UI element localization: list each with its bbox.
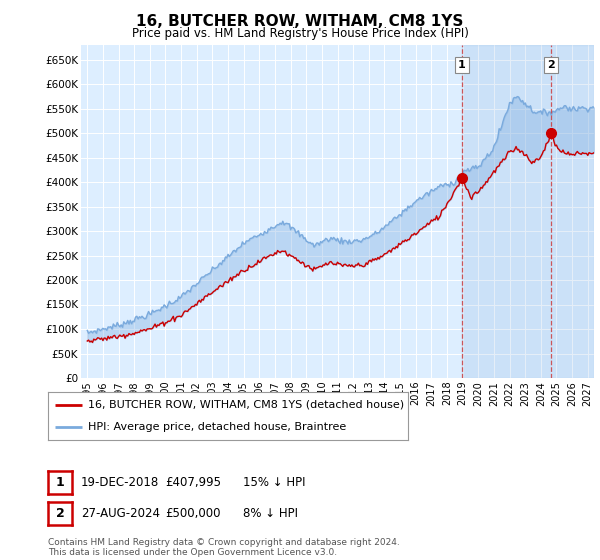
Text: 15% ↓ HPI: 15% ↓ HPI	[243, 476, 305, 489]
Text: £500,000: £500,000	[165, 507, 221, 520]
Bar	[462, 45, 594, 378]
Text: 27-AUG-2024: 27-AUG-2024	[81, 507, 160, 520]
Text: 1: 1	[458, 60, 466, 70]
Text: 19-DEC-2018: 19-DEC-2018	[81, 476, 159, 489]
Text: 1: 1	[56, 476, 64, 489]
Text: £407,995: £407,995	[165, 476, 221, 489]
Text: 8% ↓ HPI: 8% ↓ HPI	[243, 507, 298, 520]
Text: Price paid vs. HM Land Registry's House Price Index (HPI): Price paid vs. HM Land Registry's House …	[131, 27, 469, 40]
Text: 2: 2	[56, 507, 64, 520]
Text: Contains HM Land Registry data © Crown copyright and database right 2024.
This d: Contains HM Land Registry data © Crown c…	[48, 538, 400, 557]
Text: 16, BUTCHER ROW, WITHAM, CM8 1YS (detached house): 16, BUTCHER ROW, WITHAM, CM8 1YS (detach…	[88, 400, 404, 410]
Text: 16, BUTCHER ROW, WITHAM, CM8 1YS: 16, BUTCHER ROW, WITHAM, CM8 1YS	[136, 14, 464, 29]
Text: 2: 2	[547, 60, 555, 70]
Text: HPI: Average price, detached house, Braintree: HPI: Average price, detached house, Brai…	[88, 422, 346, 432]
